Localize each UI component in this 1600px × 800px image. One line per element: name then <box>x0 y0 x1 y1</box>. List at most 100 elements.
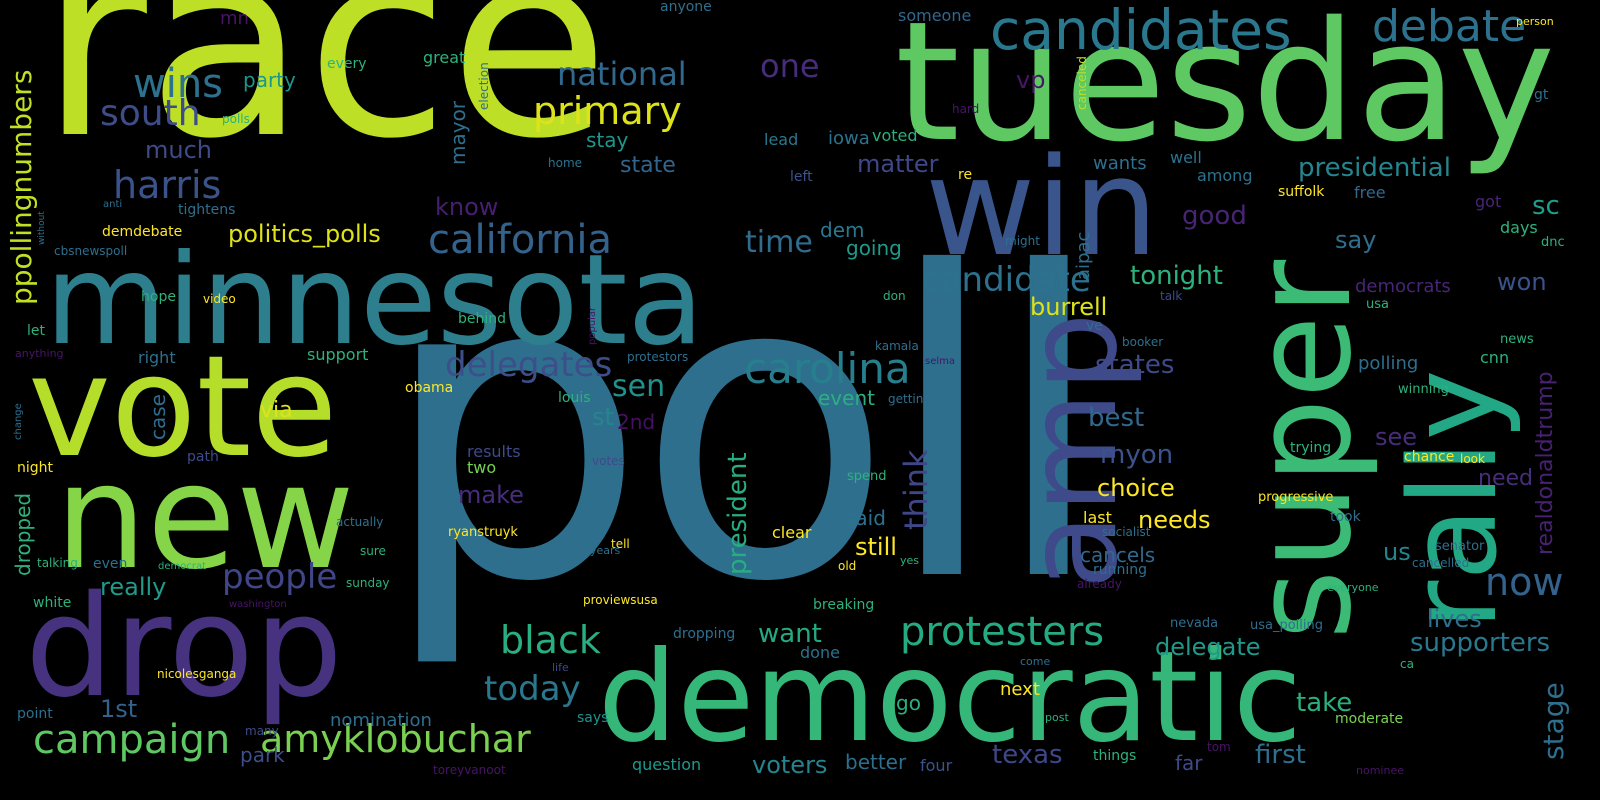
word-post: post <box>1045 711 1069 724</box>
word-drop: drop <box>25 566 343 729</box>
word-iowa: iowa <box>828 128 870 149</box>
word-election: election <box>477 62 491 110</box>
word-clear: clear <box>772 523 812 542</box>
word-louis: louis <box>558 390 591 406</box>
word-talk: talk <box>1160 289 1183 303</box>
word-nicolesganga: nicolesganga <box>157 667 237 681</box>
word-path: path <box>187 449 219 465</box>
word-us: us <box>1383 538 1411 566</box>
word-booker: booker <box>1122 335 1164 349</box>
word-running: running <box>1093 562 1148 578</box>
word-go: go <box>896 691 921 715</box>
word-years: years <box>590 544 621 557</box>
word-need: need <box>1478 466 1533 491</box>
word-even: even <box>93 556 128 572</box>
word-selma: selma <box>925 356 956 367</box>
word-sen: sen <box>612 369 666 404</box>
word-person: person <box>1516 15 1554 28</box>
word-breaking: breaking <box>813 597 875 613</box>
word-first: first <box>1255 740 1306 770</box>
word-support: support <box>307 345 369 364</box>
word-senator: senator <box>1435 539 1485 554</box>
word-come: come <box>1020 655 1051 668</box>
word-anyone: anyone <box>660 0 712 15</box>
word-st: st <box>592 403 614 431</box>
word-burrell: burrell <box>1030 293 1108 321</box>
word-anti: anti <box>103 199 123 210</box>
word-might: might <box>1005 234 1040 248</box>
word-days: days <box>1500 218 1538 237</box>
word-democrats: democrats <box>1355 276 1451 297</box>
word-ppollingnumbers: ppollingnumbers <box>5 69 38 305</box>
word-usa: usa <box>1366 297 1389 312</box>
word-gt: gt <box>1534 87 1549 103</box>
word-now: now <box>1485 560 1564 604</box>
word-anything: anything <box>15 347 64 360</box>
word-take: take <box>1296 688 1353 718</box>
word-delegates: delegates <box>445 345 613 385</box>
word-won: won <box>1497 268 1547 296</box>
word-point: point <box>17 706 53 722</box>
word-1st: 1st <box>100 695 138 723</box>
word-much: much <box>145 136 212 164</box>
word-wants: wants <box>1093 153 1147 174</box>
word-choice: choice <box>1097 474 1175 502</box>
word-actually: actually <box>336 515 384 529</box>
word-lives: lives <box>1427 605 1482 633</box>
word-democrat: democrat <box>158 561 207 572</box>
word-cancelled: cancelled <box>1412 556 1470 570</box>
word-dropped: dropped <box>11 492 35 576</box>
word-delegate: delegate <box>1155 633 1261 661</box>
word-kamala: kamala <box>875 339 919 353</box>
word-many: many <box>245 724 279 738</box>
word-case: case <box>146 394 170 440</box>
word-vp: vp <box>1016 66 1046 94</box>
word-talking: talking <box>37 556 78 570</box>
word-tonight: tonight <box>1130 261 1223 291</box>
word-question: question <box>632 755 702 774</box>
word-dnc: dnc <box>1541 235 1565 250</box>
word-primary: primary <box>533 89 682 133</box>
word-polling: polling <box>1358 353 1419 374</box>
word-president: president <box>723 452 753 575</box>
word-ryanstruyk: ryanstruyk <box>448 525 518 540</box>
word-event: event <box>818 386 875 410</box>
word-myon: myon <box>1100 440 1174 470</box>
word-everyone: everyone <box>1327 581 1379 594</box>
word-south: south <box>100 93 201 134</box>
word-behind: behind <box>458 311 507 327</box>
word-white: white <box>33 595 72 611</box>
word-hard: hard <box>952 102 980 116</box>
word-usa_polling: usa_polling <box>1250 618 1324 633</box>
word-win: win <box>925 129 1159 286</box>
word-tom: tom <box>1207 740 1231 754</box>
word-california: california <box>428 217 613 263</box>
word-wins: wins <box>133 61 224 107</box>
word-mn: mn <box>220 8 249 29</box>
word-states: states <box>1095 350 1175 380</box>
word-free: free <box>1354 183 1386 202</box>
word-aipac: aipac <box>1073 231 1094 280</box>
word-socialist: socialist <box>1102 525 1151 539</box>
word-demdebate: demdebate <box>102 224 183 240</box>
word-two: two <box>467 458 497 477</box>
word-ve: ve <box>1086 318 1103 334</box>
word-campaign: campaign <box>33 717 231 763</box>
word-harris: harris <box>113 163 222 207</box>
word-protestors: protestors <box>627 350 689 364</box>
word-old: old <box>838 559 857 573</box>
word-took: took <box>1330 509 1361 525</box>
word-vote: vote <box>28 326 338 489</box>
word-debate: debate <box>1372 1 1527 52</box>
word-national: national <box>557 55 687 93</box>
word-four: four <box>920 756 953 775</box>
word-got: got <box>1475 192 1502 211</box>
word-amyklobuchar: amyklobuchar <box>260 717 531 761</box>
word-texas: texas <box>992 740 1063 770</box>
word-nominee: nominee <box>1356 764 1404 777</box>
word-state: state <box>620 153 676 178</box>
word-next: next <box>1000 679 1040 700</box>
word-candidate: candidate <box>922 260 1091 300</box>
word-presidential: presidential <box>1298 153 1451 183</box>
